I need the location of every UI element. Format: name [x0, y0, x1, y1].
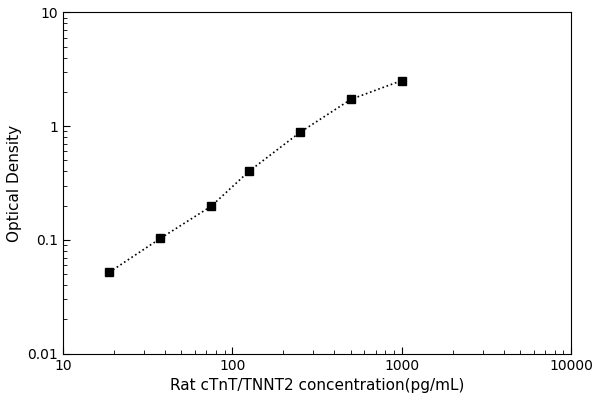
X-axis label: Rat cTnT/TNNT2 concentration(pg/mL): Rat cTnT/TNNT2 concentration(pg/mL) — [170, 378, 464, 393]
Y-axis label: Optical Density: Optical Density — [7, 124, 22, 242]
